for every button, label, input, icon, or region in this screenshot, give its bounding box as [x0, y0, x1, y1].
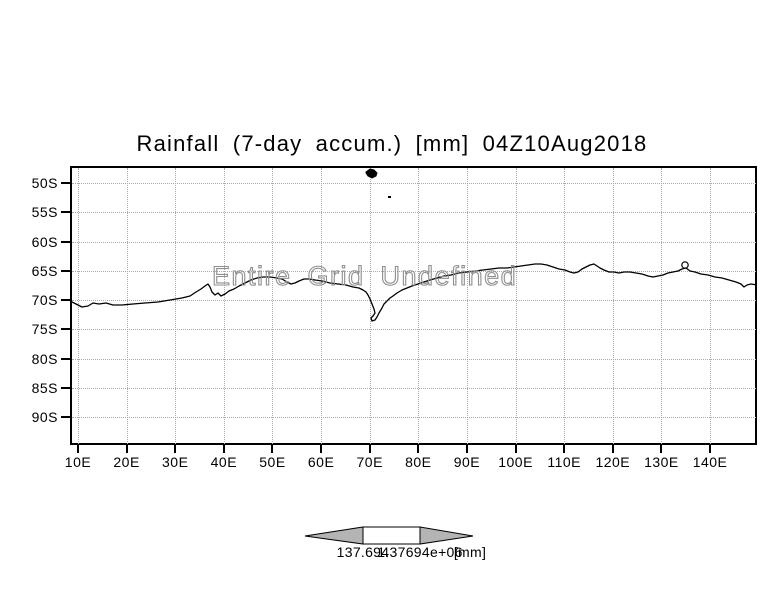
lat-tick	[61, 386, 70, 389]
colorbar-box	[362, 526, 421, 545]
lon-tick	[320, 445, 323, 453]
lon-tick-label: 100E	[498, 454, 533, 470]
lat-gridline	[72, 183, 756, 184]
lon-gridline	[564, 168, 566, 444]
lon-tick-label: 10E	[64, 454, 92, 470]
lon-tick-label: 80E	[405, 454, 432, 470]
lon-gridline	[78, 168, 79, 444]
lon-tick	[77, 445, 79, 453]
lat-tick-label: 60S	[31, 233, 58, 250]
lat-tick	[61, 240, 70, 243]
colorbar-units: [mm]	[453, 544, 487, 560]
lon-gridline	[612, 168, 614, 444]
plot-title: Rainfall (7-day accum.) [mm] 04Z10Aug201…	[136, 131, 648, 156]
lat-tick	[61, 299, 70, 301]
lon-tick	[660, 445, 663, 453]
lat-tick	[61, 328, 70, 331]
lon-tick	[368, 445, 371, 453]
colorbar-left-arrow	[304, 526, 364, 545]
lat-gridline	[72, 329, 756, 331]
lon-gridline	[321, 168, 323, 444]
lon-gridline	[515, 168, 517, 444]
lat-tick-label: 80S	[31, 350, 58, 367]
lon-tick-label: 130E	[644, 454, 679, 470]
lat-tick	[61, 211, 70, 214]
lat-gridline	[72, 358, 756, 360]
lon-tick	[222, 445, 225, 453]
lon-gridline	[223, 168, 225, 444]
lat-tick	[61, 269, 70, 272]
lon-tick-label: 60E	[307, 454, 335, 470]
lat-tick-label: 85S	[31, 379, 58, 396]
lon-gridline	[466, 168, 468, 444]
lat-gridline	[72, 387, 756, 389]
lon-tick-label: 140E	[692, 454, 728, 470]
lat-gridline	[72, 212, 756, 214]
colorbar-left-value: 137.694	[336, 544, 390, 560]
lat-tick	[61, 416, 70, 418]
lon-gridline	[661, 168, 663, 444]
lon-tick-label: 20E	[113, 454, 140, 470]
lat-tick-label: 50S	[31, 175, 58, 191]
lon-tick	[271, 445, 274, 453]
lon-tick	[417, 445, 420, 453]
lon-tick-label: 110E	[547, 454, 582, 470]
lat-tick-label: 70S	[31, 292, 58, 308]
lon-gridline	[369, 168, 371, 444]
lon-tick	[125, 445, 128, 453]
colorbar-right-arrow	[419, 526, 474, 545]
undefined-grid-message: Entire Grid Undefined	[211, 260, 518, 291]
lon-gridline	[710, 168, 712, 444]
colorbar-right-value: 1.37694e+06	[377, 544, 463, 560]
lat-tick-label: 75S	[31, 321, 58, 338]
lon-tick-label: 50E	[259, 454, 286, 470]
lon-tick	[514, 445, 517, 453]
lat-tick	[61, 357, 70, 360]
lat-tick	[61, 182, 70, 184]
lon-gridline	[175, 168, 177, 444]
lon-tick	[465, 445, 468, 453]
lon-gridline	[272, 168, 274, 444]
lon-tick-label: 90E	[453, 454, 481, 470]
lon-tick	[709, 445, 712, 453]
lat-tick-label: 65S	[31, 262, 58, 279]
lat-tick-label: 90S	[31, 409, 58, 425]
lon-tick	[563, 445, 566, 453]
lat-tick-label: 55S	[31, 204, 58, 221]
map-frame	[70, 166, 757, 445]
lon-tick	[174, 445, 177, 453]
lon-tick-label: 70E	[356, 454, 383, 470]
lat-gridline	[72, 241, 756, 243]
lon-gridline	[418, 168, 420, 444]
lon-tick-label: 30E	[162, 454, 189, 470]
lon-tick-label: 120E	[595, 454, 631, 470]
lat-gridline	[72, 417, 756, 418]
lon-gridline	[126, 168, 128, 444]
lon-tick	[611, 445, 614, 453]
lon-tick-label: 40E	[210, 454, 238, 470]
